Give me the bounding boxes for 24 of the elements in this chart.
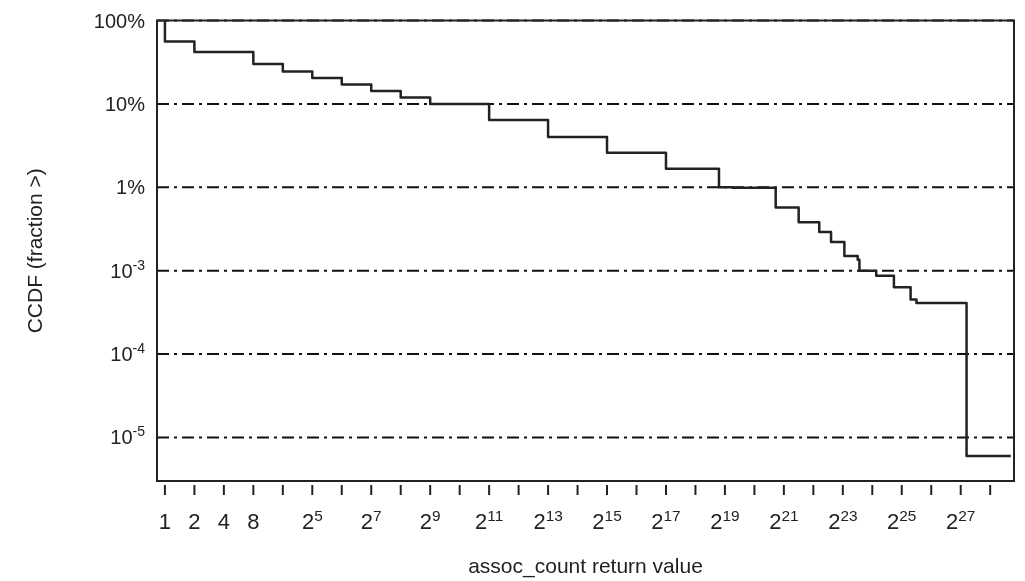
x-axis-title: assoc_count return value bbox=[468, 554, 703, 578]
x-tick-label: 2$^{21}$ bbox=[769, 506, 799, 534]
x-tick-label: 2$^{19}$ bbox=[710, 506, 740, 534]
y-tick-label: 10$^{-4}$ bbox=[110, 340, 146, 366]
y-axis-title: CCDF (fraction >) bbox=[23, 168, 46, 334]
y-tick-label: 10$^{-3}$ bbox=[110, 256, 146, 282]
x-tick-label: 2 bbox=[188, 509, 201, 534]
x-tick-label: 2$^{13}$ bbox=[533, 506, 563, 534]
x-tick-label: 2$^{5}$ bbox=[301, 506, 323, 534]
y-tick-label: 100% bbox=[93, 9, 146, 32]
x-tick-label: 4 bbox=[217, 509, 230, 534]
x-tick-label: 2$^{9}$ bbox=[419, 506, 441, 534]
x-tick-label: 2$^{25}$ bbox=[887, 506, 917, 534]
x-tick-label: 8 bbox=[247, 509, 260, 534]
x-tick-label: 2$^{7}$ bbox=[360, 506, 382, 534]
y-tick-label: 10$^{-5}$ bbox=[110, 423, 146, 449]
x-tick-label: 2$^{23}$ bbox=[828, 506, 858, 534]
y-tick-label: 1% bbox=[116, 176, 146, 199]
x-tick-label: 2$^{17}$ bbox=[651, 506, 681, 534]
x-tick-label: 1 bbox=[158, 509, 172, 534]
x-tick-label: 2$^{27}$ bbox=[946, 506, 976, 534]
y-tick-label: 10% bbox=[104, 92, 146, 115]
x-tick-label: 2$^{15}$ bbox=[592, 506, 622, 534]
x-tick-label: 2$^{11}$ bbox=[475, 506, 504, 534]
